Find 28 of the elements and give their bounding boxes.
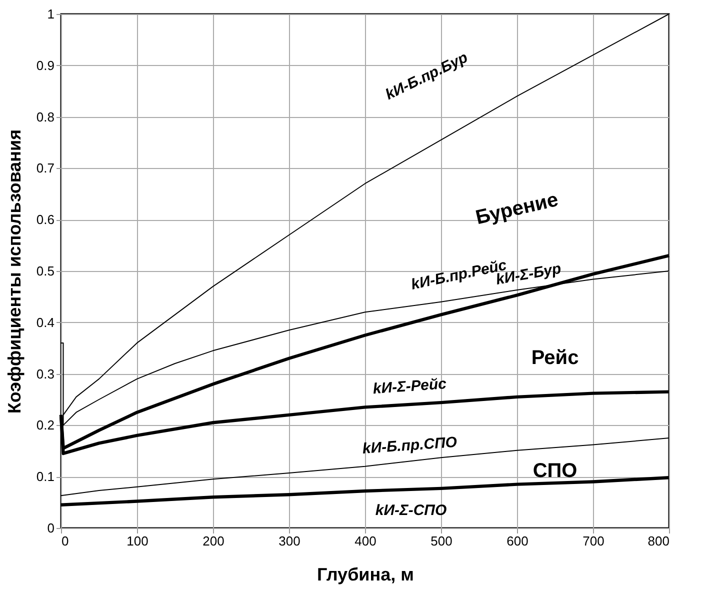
y-tick-label: 1 bbox=[47, 6, 54, 22]
x-tick-label: 500 bbox=[430, 534, 452, 548]
y-tick-label: 0.6 bbox=[36, 212, 54, 228]
x-tick-label: 400 bbox=[354, 534, 376, 548]
annotation: Бурение bbox=[474, 188, 560, 230]
x-tick-label: 0 bbox=[62, 534, 69, 548]
y-tick-label: 0.8 bbox=[36, 109, 54, 124]
x-tick-label: 600 bbox=[506, 534, 528, 548]
y-tick-label: 0 bbox=[47, 520, 54, 536]
x-tick-label: 100 bbox=[126, 534, 148, 548]
y-tick-label: 0.3 bbox=[36, 366, 54, 382]
x-tick-label: 700 bbox=[582, 534, 604, 548]
series-label: kИ-Σ-СПО bbox=[375, 502, 447, 519]
x-tick-label: 300 bbox=[278, 534, 300, 548]
y-tick-label: 0.5 bbox=[36, 264, 54, 278]
y-axis-title: Коэффициенты использования bbox=[4, 129, 24, 414]
x-tick-label: 200 bbox=[202, 534, 224, 548]
y-tick-label: 0.4 bbox=[36, 314, 54, 330]
y-tick-label: 0.1 bbox=[36, 469, 54, 484]
annotation: СПО bbox=[532, 460, 578, 482]
series-label: kИ-Б.пр.СПО bbox=[362, 434, 458, 458]
x-tick-label: 800 bbox=[648, 534, 670, 548]
series-label: kИ-Σ-Рейс bbox=[372, 375, 448, 398]
annotation: Рейс bbox=[531, 347, 579, 369]
y-tick-label: 0.9 bbox=[36, 58, 54, 73]
x-axis-title: Глубина, м bbox=[317, 564, 414, 584]
y-tick-label: 0.7 bbox=[36, 160, 54, 176]
y-tick-label: 0.2 bbox=[36, 418, 54, 433]
